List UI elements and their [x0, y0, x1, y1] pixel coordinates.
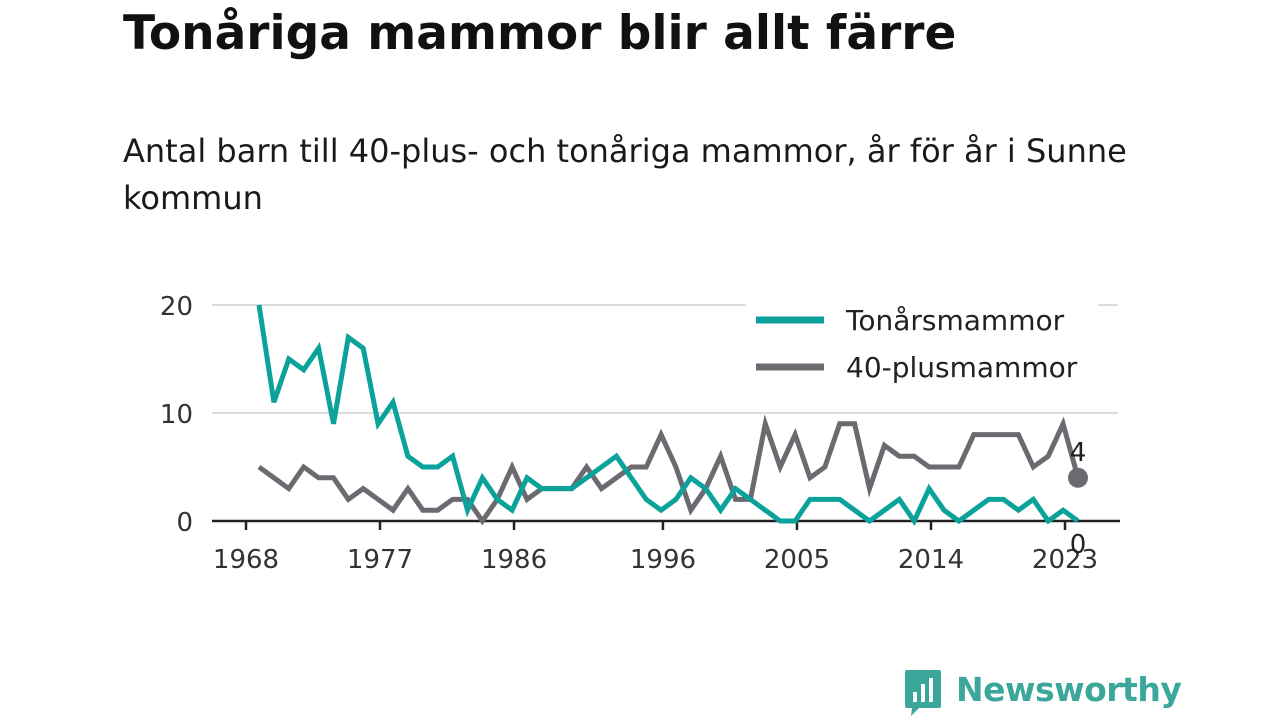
series-line-0 — [256, 304, 1080, 527]
chart-title: Tonåriga mammor blir allt färre — [123, 6, 957, 61]
brand-name: Newsworthy — [956, 670, 1182, 709]
x-tick-label: 2005 — [764, 545, 830, 575]
x-tick-label: 2014 — [898, 545, 964, 575]
x-tick-label: 1996 — [630, 545, 696, 575]
end-value-label: 4 — [1070, 438, 1087, 468]
y-axis-ticks: 0 10 20 — [160, 292, 193, 538]
y-tick-label: 10 — [160, 400, 193, 430]
end-labels: 04 — [1068, 438, 1088, 560]
x-tick-label: 1986 — [481, 545, 547, 575]
x-tick-label: 1968 — [213, 545, 279, 575]
y-tick-label: 0 — [176, 508, 193, 538]
series-line-1 — [257, 414, 1081, 526]
end-value-label: 0 — [1070, 530, 1087, 560]
legend: Tonårsmammor 40-plusmammor — [746, 298, 1098, 388]
series-lines — [256, 304, 1081, 527]
legend-label: Tonårsmammor — [845, 304, 1065, 337]
x-tick-label: 1977 — [347, 545, 413, 575]
x-axis: 1968 1977 1986 1996 2005 2014 2023 — [212, 519, 1120, 575]
chart-subtitle: Antal barn till 40-plus- och tonåriga ma… — [123, 132, 1127, 217]
line-chart: 0 10 20 1968 1977 1986 1996 2005 2014 2023 Tonår… — [160, 292, 1120, 575]
legend-box — [746, 298, 1098, 388]
y-tick-label: 20 — [160, 292, 193, 322]
x-tick-label: 2023 — [1032, 545, 1098, 575]
brand-logo: Newsworthy — [902, 668, 1182, 720]
newsworthy-logo-icon — [905, 670, 941, 716]
legend-label: 40-plusmammor — [846, 351, 1078, 384]
end-point-marker — [1068, 467, 1088, 488]
